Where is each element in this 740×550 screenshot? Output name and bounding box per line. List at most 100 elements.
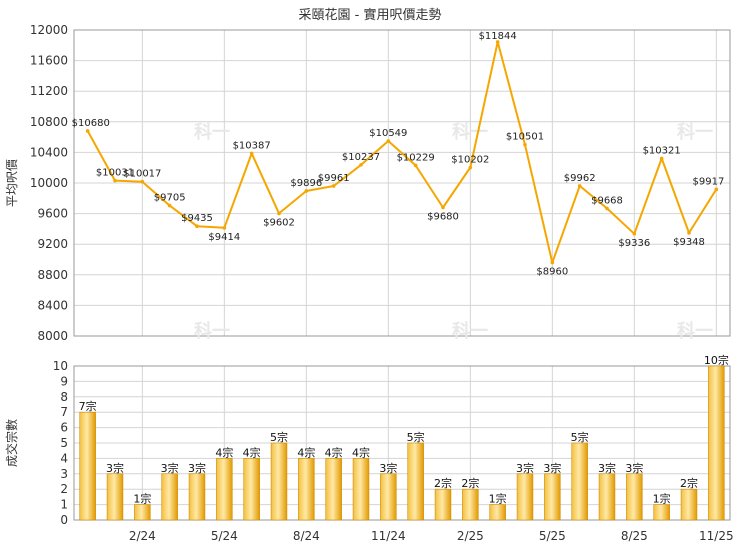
volume-bar — [134, 504, 151, 521]
price-line-chart: 8000 8400 8800 9200 9600 10000 10400 10800 11200… — [5, 23, 731, 343]
price-data-label: $9896 — [290, 178, 322, 189]
price-tick-label: 9200 — [37, 237, 68, 251]
watermark-text: 科一 — [452, 121, 488, 143]
volume-data-label: 3宗 — [625, 461, 643, 475]
price-tick-label: 10800 — [30, 115, 68, 129]
chart-title: 采頤花園 - 實用呎價走勢 — [299, 7, 442, 23]
price-point — [714, 187, 719, 192]
watermark-text: 科一 — [677, 121, 713, 143]
volume-bar — [161, 473, 178, 521]
price-point — [85, 129, 90, 133]
watermark-text: 科一 — [194, 320, 230, 342]
volume-data-label: 2宗 — [680, 476, 698, 490]
x-tick-label: 11/25 — [699, 529, 734, 543]
volume-bar — [188, 473, 206, 521]
volume-data-label: 5宗 — [270, 430, 288, 444]
volume-data-label: 4宗 — [297, 445, 315, 459]
volume-bar — [598, 473, 616, 521]
volume-tick-label: 5 — [60, 436, 68, 450]
volume-tick-label: 9 — [60, 374, 68, 388]
volume-bar — [516, 473, 534, 521]
price-data-label: $9961 — [318, 173, 350, 184]
price-point — [550, 260, 555, 265]
price-point — [331, 184, 336, 188]
volume-bar — [79, 411, 96, 521]
price-tick-label: 8400 — [37, 298, 68, 312]
price-y-axis-label: 平均呎價 — [5, 159, 19, 207]
volume-bar — [680, 488, 698, 521]
price-data-label: $10387 — [233, 140, 271, 151]
watermark-text: 科一 — [452, 320, 488, 342]
price-point — [167, 203, 172, 208]
price-point — [468, 165, 473, 170]
volume-data-label: 5宗 — [407, 430, 425, 444]
volume-data-label: 3宗 — [161, 461, 179, 475]
price-data-label: $9917 — [693, 176, 725, 187]
price-data-label: $9348 — [673, 237, 705, 248]
price-data-label: $9680 — [427, 211, 459, 222]
volume-bar — [270, 442, 288, 521]
price-point — [195, 224, 199, 229]
price-data-label: $9705 — [154, 193, 186, 204]
x-tick-label: 8/24 — [293, 529, 320, 543]
volume-data-label: 1宗 — [489, 492, 507, 506]
watermark-text: 科一 — [677, 320, 713, 342]
volume-y-axis-label: 成交宗數 — [4, 419, 19, 467]
volume-bar — [407, 442, 424, 521]
volume-data-label: 4宗 — [325, 445, 343, 459]
x-tick-label: 11/24 — [371, 529, 406, 543]
price-tick-label: 11200 — [30, 84, 68, 98]
price-data-label: $10017 — [123, 169, 161, 180]
price-point — [441, 205, 445, 210]
volume-tick-label: 3 — [60, 467, 68, 481]
volume-tick-label: 6 — [60, 421, 68, 435]
volume-data-label: 1宗 — [653, 492, 671, 506]
price-point — [577, 184, 582, 188]
volume-data-label: 4宗 — [243, 445, 261, 459]
price-point — [495, 40, 500, 44]
price-data-label: $10202 — [451, 155, 489, 166]
price-plot-frame — [73, 29, 731, 337]
price-data-label: $9962 — [564, 173, 596, 184]
price-data-label: $10321 — [643, 145, 681, 156]
volume-data-label: 3宗 — [106, 461, 124, 475]
price-tick-label: 10400 — [30, 145, 68, 159]
price-series-line — [86, 40, 718, 264]
price-data-label: $9414 — [208, 232, 240, 243]
price-data-label: $9435 — [181, 213, 213, 224]
volume-data-label: 2宗 — [461, 476, 479, 490]
volume-bar — [626, 473, 643, 521]
volume-data-label: 4宗 — [215, 445, 233, 459]
price-tick-label: 11600 — [30, 54, 68, 68]
price-point — [632, 231, 637, 236]
price-point — [386, 139, 391, 143]
volume-data-label: 10宗 — [704, 353, 729, 367]
price-tick-label: 9600 — [37, 207, 68, 221]
x-tick-label: 5/24 — [211, 529, 238, 543]
price-data-label: $10680 — [72, 118, 110, 129]
x-tick-label: 8/25 — [621, 529, 648, 543]
volume-tick-label: 1 — [60, 498, 68, 512]
volume-bar — [298, 458, 315, 521]
price-tick-label: 12000 — [30, 23, 68, 37]
volume-data-label: 3宗 — [516, 461, 534, 475]
volume-bar — [653, 504, 670, 521]
volume-plot-frame — [73, 365, 731, 521]
price-point — [359, 163, 363, 167]
x-tick-label: 2/24 — [129, 529, 156, 543]
price-point — [249, 151, 254, 156]
price-data-label: $9668 — [591, 195, 623, 206]
price-tick-label: 8800 — [37, 268, 68, 282]
volume-bar — [380, 473, 397, 521]
price-data-label: $8960 — [536, 267, 568, 278]
x-tick-label: 5/25 — [539, 529, 566, 543]
price-data-label: $10229 — [397, 152, 435, 163]
volume-data-label: 3宗 — [379, 461, 397, 475]
volume-data-label: 2宗 — [434, 476, 452, 490]
price-point — [659, 156, 664, 161]
volume-bar — [106, 473, 124, 521]
volume-tick-label: 4 — [60, 451, 68, 465]
price-point — [413, 163, 418, 168]
